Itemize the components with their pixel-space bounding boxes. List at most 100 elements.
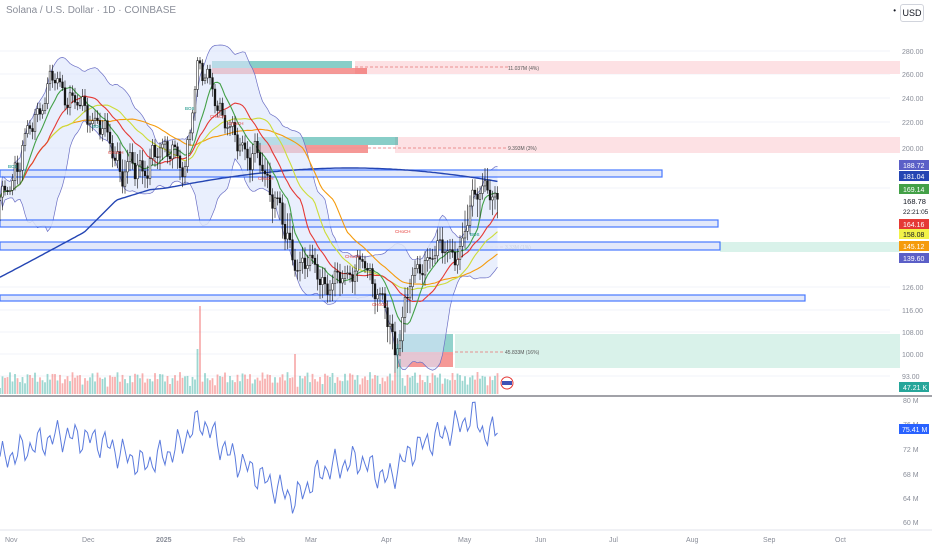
bollinger-bands [0,44,498,371]
candle-body [408,286,412,299]
time-tick-label: 2025 [156,537,172,544]
candle [148,148,152,186]
volume-bar [116,372,119,394]
candle-body [341,278,344,284]
candle [338,263,342,296]
candle [26,120,29,138]
volume-bar [464,376,466,394]
candle-body [18,169,22,172]
candle-body [183,166,187,177]
candle-body [223,115,227,129]
volume-bar [456,373,459,394]
volume-bar [36,381,39,394]
volume-bar [76,375,79,394]
price-tick-label: 126.00 [902,285,924,292]
candle-body [303,257,307,269]
indicator-pane: 80 M76 M72 M68 M64 M60 M75.41 M [0,398,929,527]
candle [261,152,264,182]
volume-bar [419,374,421,394]
candle [348,265,352,283]
candle [3,180,7,196]
support-resistance-zone [0,169,663,178]
candle-body [418,264,422,274]
candle-body [388,323,392,327]
volume-bar [451,373,454,394]
volume-bar [114,376,116,394]
volume-bar [489,376,491,394]
volume-bar [24,383,26,394]
candle-body [226,127,229,129]
structure-annotation: CHoCH [108,150,124,155]
candle [313,247,317,273]
candle-body [236,134,239,152]
candle [146,165,149,189]
candle-body [106,120,109,133]
structure-annotation: CHoCH [345,254,361,259]
volume-bar [331,372,334,394]
candle [273,191,277,218]
candle [406,287,409,313]
candle-body [443,251,447,254]
candle-body [446,250,449,253]
candle [321,267,324,299]
ma-30-line [0,104,498,291]
volume-bar [349,373,351,394]
candle-body [496,193,499,200]
candle-body [333,270,337,284]
volume-bar [94,381,96,394]
structure-annotation: CHoCH [258,176,274,181]
candle-body [451,249,454,253]
volume-bar [86,380,89,394]
candle-body [3,185,7,191]
volume-bar [379,383,381,394]
volume-bar [191,376,194,394]
currency-button[interactable]: USD [900,4,924,22]
candle [208,64,212,85]
candle-body [168,156,172,160]
candle [251,143,254,182]
candle-body [278,197,282,204]
price-label-text: 181.04 [903,174,925,181]
indicator-line [0,401,498,514]
volume-bar [301,378,304,394]
candle [151,139,154,166]
candle-body [316,264,319,280]
volume-bar [231,380,234,394]
candle-body [413,268,417,276]
volume-bar [251,383,254,394]
candle [388,314,392,345]
price-tick-label: 240.00 [902,96,924,103]
volume-bar [274,377,276,394]
candle [296,259,299,280]
volume-bar [459,375,461,394]
candle-body [331,283,334,291]
candle [403,287,407,333]
menu-dot-icon[interactable]: • [893,6,896,15]
candle [303,247,307,280]
bollinger-lower [0,120,498,371]
candle [161,138,164,161]
volume-bar [164,381,166,394]
time-tick-label: Sep [763,537,776,544]
candle-body [41,110,44,115]
indicator-tick-label: 64 M [903,496,919,503]
candle [86,97,89,133]
candle-body [301,257,304,263]
volume-bar [224,372,226,394]
candle [468,195,472,235]
volume-bar [389,373,391,394]
candle-body [318,278,322,285]
block-red-top [212,68,367,74]
candle-body [31,128,34,132]
volume-bar [9,372,11,394]
candle-body [121,171,124,187]
candle [496,186,499,219]
volume-bar [109,375,111,394]
volume-bar [314,379,316,394]
volume-bar [229,375,231,394]
volume-bar [199,306,201,394]
candle [371,263,374,298]
volume-bar [291,377,294,394]
